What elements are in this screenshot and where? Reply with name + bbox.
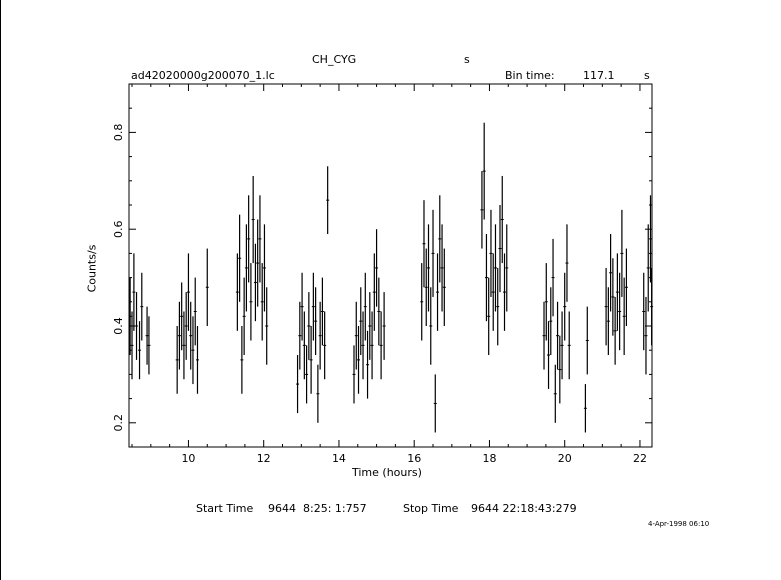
x-tick-label: 14: [332, 452, 346, 465]
x-tick-label: 18: [482, 452, 496, 465]
bin-time-unit: s: [644, 69, 650, 82]
y-axis-label: Counts/s: [85, 244, 99, 293]
y-tick-label: 0.4: [112, 317, 125, 335]
x-tick-label: 16: [407, 452, 421, 465]
start-time-label: Start Time: [196, 502, 254, 515]
y-tick-label: 0.6: [112, 220, 125, 238]
bin-time-label: Bin time:: [505, 69, 555, 82]
stop-time-value: 9644 22:18:43:279: [471, 502, 577, 515]
x-tick-label: 22: [633, 452, 647, 465]
y-tick-label: 0.2: [112, 414, 125, 432]
object-suffix: s: [464, 53, 470, 66]
file-name: ad42020000g200070_1.lc: [131, 69, 275, 82]
x-axis-label: Time (hours): [352, 466, 422, 479]
bin-time-value: 117.1: [583, 69, 615, 82]
plot-frame: [128, 83, 653, 448]
object-name: CH_CYG: [312, 53, 357, 66]
stop-time-label: Stop Time: [403, 502, 459, 515]
start-time-value: 9644 8:25: 1:757: [268, 502, 367, 515]
plot-timestamp: 4-Apr-1998 06:10: [648, 520, 710, 528]
window-left-edge: [0, 0, 1, 580]
x-tick-label: 10: [181, 452, 195, 465]
y-tick-label: 0.8: [112, 124, 125, 142]
x-tick-label: 20: [558, 452, 572, 465]
x-tick-label: 12: [257, 452, 271, 465]
